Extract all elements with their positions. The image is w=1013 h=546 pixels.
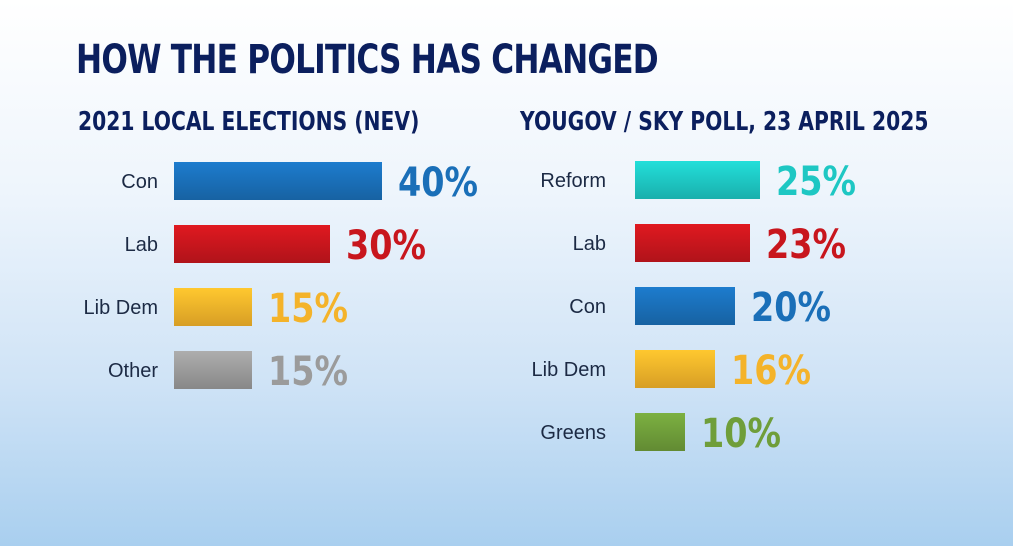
value-label: 25% <box>776 159 856 205</box>
bar <box>635 350 715 388</box>
value-label: 15% <box>268 286 348 332</box>
value-label: 20% <box>751 285 831 331</box>
page-title: HOW THE POLITICS HAS CHANGED <box>76 37 659 83</box>
bar <box>174 288 252 326</box>
bar <box>174 225 330 263</box>
category-label: Greens <box>540 422 606 444</box>
right-bar-chart: Reform 25% Lab 23% Con 20% Lib Dem 16% Greens 10% <box>532 159 856 457</box>
category-label: Other <box>108 360 158 382</box>
category-label: Con <box>569 296 606 318</box>
left-chart-title: 2021 LOCAL ELECTIONS (NEV) <box>78 107 420 137</box>
bar <box>174 162 382 200</box>
left-bar-chart: Con 40% Lab 30% Lib Dem 15% Other 15% <box>84 160 478 395</box>
category-label: Lib Dem <box>532 359 606 381</box>
category-label: Con <box>121 171 158 193</box>
category-label: Lab <box>573 233 606 255</box>
bar <box>635 161 760 199</box>
bar <box>174 351 252 389</box>
category-label: Lab <box>125 234 158 256</box>
bar <box>635 413 685 451</box>
value-label: 10% <box>701 411 781 457</box>
value-label: 23% <box>766 222 846 268</box>
value-label: 16% <box>731 348 811 394</box>
value-label: 40% <box>398 160 478 206</box>
bar <box>635 287 735 325</box>
value-label: 30% <box>346 223 426 269</box>
right-chart-title: YOUGOV / SKY POLL, 23 APRIL 2025 <box>520 107 929 137</box>
category-label: Lib Dem <box>84 297 158 319</box>
value-label: 15% <box>268 349 348 395</box>
bar <box>635 224 750 262</box>
category-label: Reform <box>540 170 606 192</box>
